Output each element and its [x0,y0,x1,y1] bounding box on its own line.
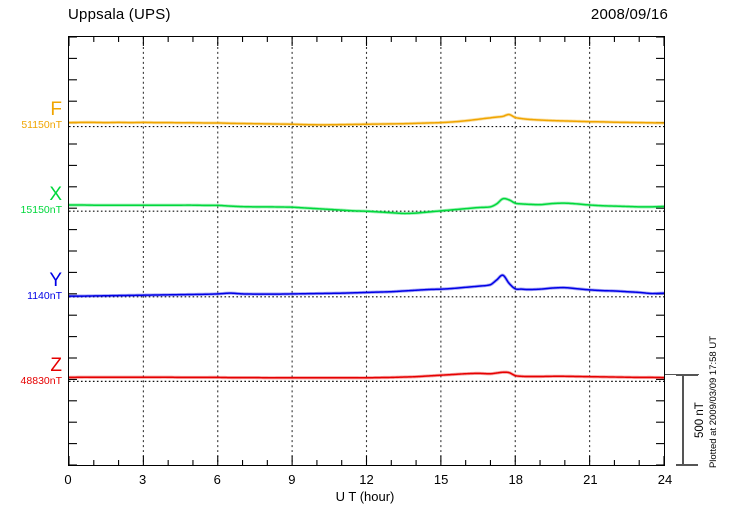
magnetogram-plot [69,37,664,465]
x-tick-label-24: 24 [657,472,673,487]
component-label-f: F 51150nT [0,100,62,132]
component-baseline-x: 15150nT [20,204,62,216]
plot-frame [68,36,665,466]
x-tick-label-0: 0 [64,472,72,487]
x-tick-label-6: 6 [213,472,221,487]
component-symbol-f: F [50,99,62,120]
x-tick-label-15: 15 [433,472,449,487]
component-symbol-y: Y [49,270,62,291]
x-tick-label-18: 18 [508,472,523,487]
component-symbol-x: X [49,184,62,205]
component-label-y: Y 1140nT [0,271,62,303]
scale-bar-line [682,374,684,466]
component-symbol-z: Z [50,355,62,376]
x-axis-title: U T (hour) [335,489,395,504]
scale-bar [676,374,698,466]
component-baseline-f: 51150nT [21,119,62,131]
x-tick-label-12: 12 [359,472,374,487]
component-label-z: Z 48830nT [0,356,62,388]
station-title: Uppsala (UPS) [68,6,171,23]
scale-bar-label: 500 nT [694,402,706,438]
scale-bar-top-cap [676,374,698,376]
x-tick-label-3: 3 [139,472,147,487]
component-label-x: X 15150nT [0,185,62,217]
scale-bar-bottom-cap [676,464,698,466]
x-tick-label-9: 9 [288,472,296,487]
component-baseline-z: 48830nT [20,375,62,387]
component-baseline-y: 1140nT [27,290,62,302]
x-tick-label-21: 21 [583,472,598,487]
observation-date: 2008/09/16 [590,6,668,23]
plotted-at-timestamp: Plotted at 2009/03/09 17:58 UT [708,336,719,469]
